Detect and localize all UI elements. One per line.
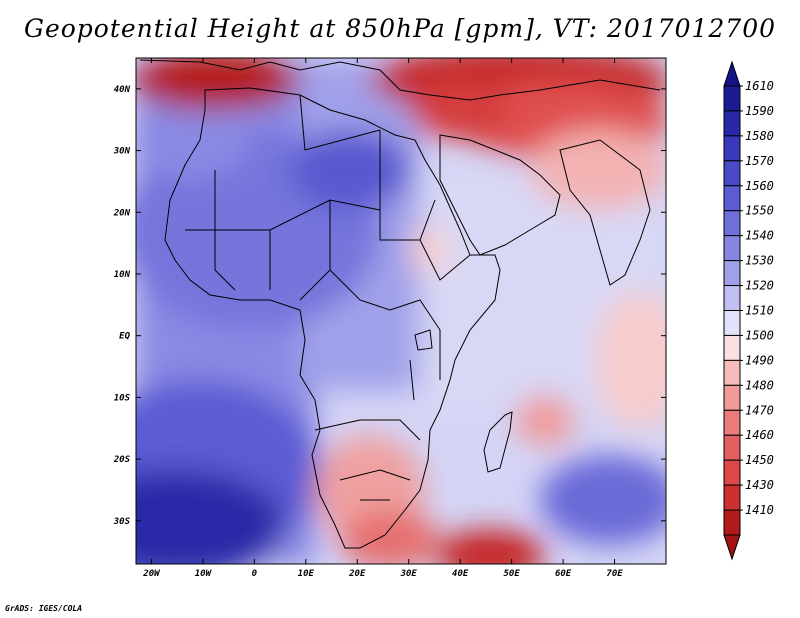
colorbar-label: 1520 [745, 279, 774, 293]
lat-tick-label: 10S [114, 393, 131, 403]
colorbar-top-arrow [723, 60, 741, 87]
colorbar-swatch [723, 135, 741, 162]
colorbar-label: 1540 [745, 229, 774, 243]
colorbar-label: 1470 [745, 403, 774, 417]
arabia-coastline [439, 134, 561, 256]
colorbar-label: 1430 [745, 478, 774, 492]
lake-tanganyika [409, 359, 415, 401]
colorbar-swatch [723, 434, 741, 461]
colorbar-swatch [723, 459, 741, 486]
colorbar-swatch [723, 484, 741, 511]
colorbar-label: 1490 [745, 353, 774, 367]
lon-tick-label: 0 [252, 569, 258, 579]
colorbar-swatch [723, 160, 741, 187]
lat-tick-label: 20N [113, 208, 131, 218]
lon-tick-label: 60E [555, 569, 572, 579]
colorbar-label: 1480 [745, 378, 774, 392]
border-east [379, 199, 471, 281]
colorbar-swatch [723, 384, 741, 411]
colorbar-label: 1590 [745, 104, 774, 118]
border-sahara-1 [214, 130, 381, 231]
india-coastline [559, 139, 651, 286]
latitude-axis: 40N 30N 20N 10N EQ 10S 20S 30S [113, 85, 666, 527]
coastlines-and-borders [139, 59, 661, 549]
colorbar: 1610 1590 1580 1570 1560 1550 1540 1530 1520 1510… [723, 60, 774, 561]
colorbar-label: 1610 [745, 79, 774, 93]
longitude-axis: 20W 10W 0 10E 20E 30E 40E 50E 60E 70E [142, 58, 623, 579]
height-field [136, 58, 666, 564]
border-sahara-2 [299, 94, 381, 151]
colorbar-swatch [723, 210, 741, 237]
map-title: Geopotential Height at 850hPa [gpm], VT:… [23, 14, 777, 43]
lon-tick-label: 10E [298, 569, 315, 579]
lon-tick-label: 50E [503, 569, 520, 579]
colorbar-label: 1560 [745, 179, 774, 193]
colorbar-swatch [723, 409, 741, 436]
colorbar-label: 1570 [745, 154, 774, 168]
colorbar-label: 1410 [745, 503, 774, 517]
colorbar-label: 1460 [745, 428, 774, 442]
madagascar-coastline [483, 411, 513, 473]
colorbar-swatch [723, 509, 741, 536]
colorbar-label: 1500 [745, 328, 774, 342]
europe-coastline [139, 59, 661, 101]
lon-tick-label: 70E [606, 569, 623, 579]
lon-tick-label: 30E [400, 569, 418, 579]
colorbar-swatch [723, 334, 741, 361]
plot-frame [135, 57, 667, 565]
lat-tick-label: 30S [113, 517, 131, 527]
colorbar-swatch [723, 110, 741, 137]
border-central [329, 269, 441, 380]
colorbar-bottom-arrow [723, 534, 741, 561]
colorbar-swatch [723, 359, 741, 386]
lat-tick-label: EQ [119, 332, 130, 342]
border-south [314, 419, 421, 501]
lon-tick-label: 20W [142, 569, 161, 579]
lon-tick-label: 10W [195, 569, 213, 579]
lake-victoria [414, 329, 433, 351]
colorbar-swatch [723, 235, 741, 262]
colorbar-swatch [723, 285, 741, 311]
colorbar-swatch [723, 185, 741, 212]
colorbar-label: 1550 [745, 204, 774, 218]
lat-tick-label: 20S [113, 455, 131, 465]
lat-tick-label: 40N [114, 85, 131, 95]
lon-tick-label: 20E [348, 569, 366, 579]
colorbar-label: 1580 [745, 129, 774, 143]
colorbar-swatch [723, 260, 741, 287]
grads-credit: GrADS: IGES/COLA [5, 604, 83, 613]
africa-coastline [164, 87, 501, 549]
lon-tick-label: 40E [452, 569, 469, 579]
lat-tick-label: 10N [114, 270, 131, 280]
colorbar-label: 1450 [745, 453, 774, 467]
colorbar-label: 1530 [745, 254, 774, 268]
plot-area [135, 57, 667, 565]
colorbar-label: 1510 [745, 304, 774, 318]
colorbar-swatch [723, 85, 741, 112]
colorbar-swatch [723, 310, 741, 336]
lat-tick-label: 30N [113, 147, 131, 157]
